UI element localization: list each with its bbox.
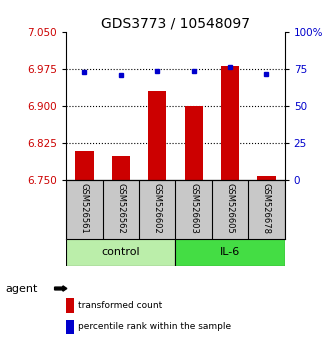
Text: agent: agent [5,284,37,293]
Bar [175,239,285,266]
Text: IL-6: IL-6 [220,247,240,257]
Bar [112,156,130,179]
Text: GSM526602: GSM526602 [153,183,162,233]
Text: GSM526603: GSM526603 [189,183,198,233]
Bar [257,176,275,179]
Text: control: control [102,247,140,257]
Bar [75,151,94,179]
Text: GSM526561: GSM526561 [80,183,89,233]
Bar [185,106,203,179]
Bar [66,239,175,266]
Text: GSM526605: GSM526605 [225,183,235,233]
Text: GSM526562: GSM526562 [116,183,125,233]
Text: percentile rank within the sample: percentile rank within the sample [78,322,231,331]
Bar [148,91,166,179]
Title: GDS3773 / 10548097: GDS3773 / 10548097 [101,17,250,31]
Text: transformed count: transformed count [78,301,162,310]
Bar [221,66,239,179]
Text: GSM526678: GSM526678 [262,183,271,234]
